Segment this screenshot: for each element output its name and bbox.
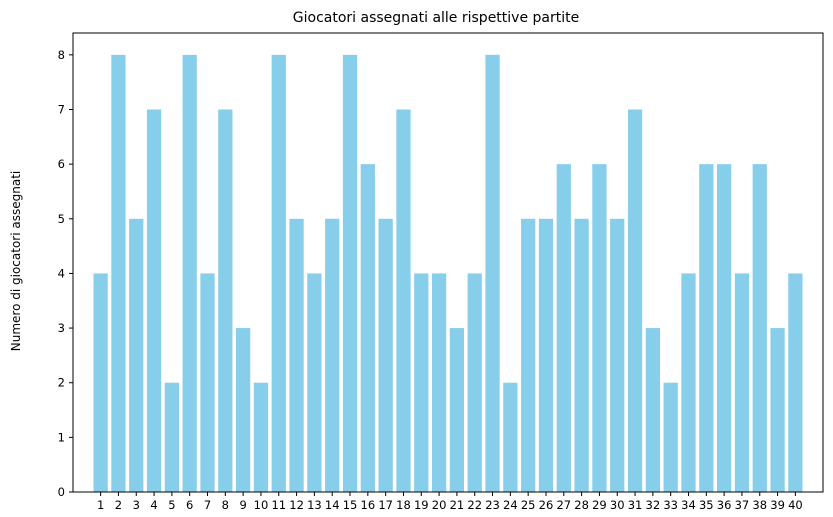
- x-tick-label-26: 26: [539, 498, 554, 512]
- x-tick-label-16: 16: [361, 498, 376, 512]
- bar-40: [788, 273, 803, 492]
- bar-4: [146, 109, 162, 492]
- bar-5: [164, 382, 179, 492]
- bar-25: [521, 218, 536, 493]
- x-tick-label-40: 40: [788, 498, 803, 512]
- bar-20: [431, 273, 447, 492]
- bar-7: [200, 273, 215, 492]
- x-tick-label-35: 35: [699, 498, 714, 512]
- x-tick-label-24: 24: [503, 498, 518, 512]
- x-tick-label-38: 38: [752, 498, 767, 512]
- bar-6: [182, 54, 197, 493]
- bar-23: [485, 54, 500, 493]
- x-tick-label-34: 34: [681, 498, 696, 512]
- x-tick-label-15: 15: [343, 498, 358, 512]
- x-tick-label-37: 37: [735, 498, 750, 512]
- bar-38: [752, 164, 767, 492]
- bar-9: [236, 328, 251, 492]
- bar-17: [378, 218, 393, 493]
- y-tick-label-3: 3: [58, 321, 65, 335]
- bar-33: [663, 382, 678, 492]
- y-tick-label-5: 5: [58, 212, 65, 226]
- bar-32: [645, 328, 660, 492]
- plot-frame: [72, 32, 824, 493]
- bar-30: [610, 218, 625, 493]
- x-tick-label-1: 1: [97, 498, 104, 512]
- x-tick-label-36: 36: [717, 498, 732, 512]
- x-tick-label-20: 20: [432, 498, 447, 512]
- x-tick-label-21: 21: [450, 498, 465, 512]
- bar-18: [396, 109, 411, 492]
- bars-group: [93, 54, 803, 493]
- bar-13: [307, 273, 322, 492]
- x-tick-label-22: 22: [467, 498, 482, 512]
- x-tick-label-19: 19: [414, 498, 429, 512]
- x-tick-label-30: 30: [610, 498, 625, 512]
- x-tick-label-27: 27: [556, 498, 571, 512]
- bar-34: [681, 273, 696, 492]
- bar-14: [325, 218, 340, 493]
- x-tick-label-3: 3: [133, 498, 140, 512]
- bar-24: [503, 382, 518, 492]
- x-tick-label-7: 7: [204, 498, 211, 512]
- bar-31: [627, 109, 643, 492]
- bar-2: [111, 54, 126, 493]
- bar-10: [253, 382, 269, 492]
- x-tick-label-29: 29: [592, 498, 607, 512]
- x-tick-label-11: 11: [271, 498, 286, 512]
- x-tick-label-18: 18: [396, 498, 411, 512]
- bar-3: [129, 218, 144, 493]
- bar-16: [360, 164, 375, 492]
- x-tick-label-31: 31: [628, 498, 643, 512]
- x-tick-label-28: 28: [574, 498, 589, 512]
- y-tick-label-6: 6: [58, 157, 65, 171]
- y-tick-label-1: 1: [58, 430, 65, 444]
- x-ticks-group: 1 2 3 4 5 6 7 8 9 10 11 12 13 14 15 16 17 18 19 20 21 22 23 24 2…: [97, 492, 803, 512]
- x-tick-label-13: 13: [307, 498, 322, 512]
- bar-21: [449, 328, 465, 492]
- x-tick-label-8: 8: [222, 498, 229, 512]
- bar-22: [467, 273, 482, 492]
- bar-1: [93, 273, 108, 492]
- x-tick-label-25: 25: [521, 498, 536, 512]
- x-tick-label-39: 39: [770, 498, 785, 512]
- x-tick-label-23: 23: [485, 498, 500, 512]
- x-tick-label-12: 12: [289, 498, 304, 512]
- bar-8: [218, 109, 233, 492]
- y-tick-label-2: 2: [58, 376, 65, 390]
- chart-title: Giocatori assegnati alle rispettive part…: [293, 10, 579, 26]
- x-tick-label-17: 17: [378, 498, 393, 512]
- bar-36: [717, 164, 732, 492]
- bar-26: [538, 218, 554, 493]
- bar-39: [770, 328, 785, 492]
- x-tick-label-14: 14: [325, 498, 340, 512]
- y-tick-label-8: 8: [58, 48, 65, 62]
- x-tick-label-5: 5: [168, 498, 175, 512]
- y-axis-label: Numero di giocatori assegnati: [9, 171, 23, 351]
- bar-19: [414, 273, 429, 492]
- bar-37: [734, 273, 750, 492]
- x-tick-label-32: 32: [646, 498, 661, 512]
- bar-28: [574, 218, 589, 493]
- bar-12: [289, 218, 304, 493]
- x-tick-label-6: 6: [186, 498, 193, 512]
- x-tick-label-2: 2: [115, 498, 122, 512]
- y-tick-label-0: 0: [58, 485, 65, 499]
- bar-27: [556, 164, 571, 492]
- y-tick-label-4: 4: [58, 266, 65, 280]
- x-tick-label-10: 10: [254, 498, 269, 512]
- x-tick-label-4: 4: [150, 498, 157, 512]
- bar-11: [271, 54, 286, 493]
- y-tick-label-7: 7: [58, 103, 65, 117]
- x-tick-label-9: 9: [239, 498, 246, 512]
- bar-29: [592, 164, 607, 492]
- y-ticks-group: 0 1 2 3 4 5 6 7 8: [58, 48, 73, 499]
- bar-35: [699, 164, 714, 492]
- x-tick-label-33: 33: [663, 498, 678, 512]
- bar-15: [342, 54, 358, 493]
